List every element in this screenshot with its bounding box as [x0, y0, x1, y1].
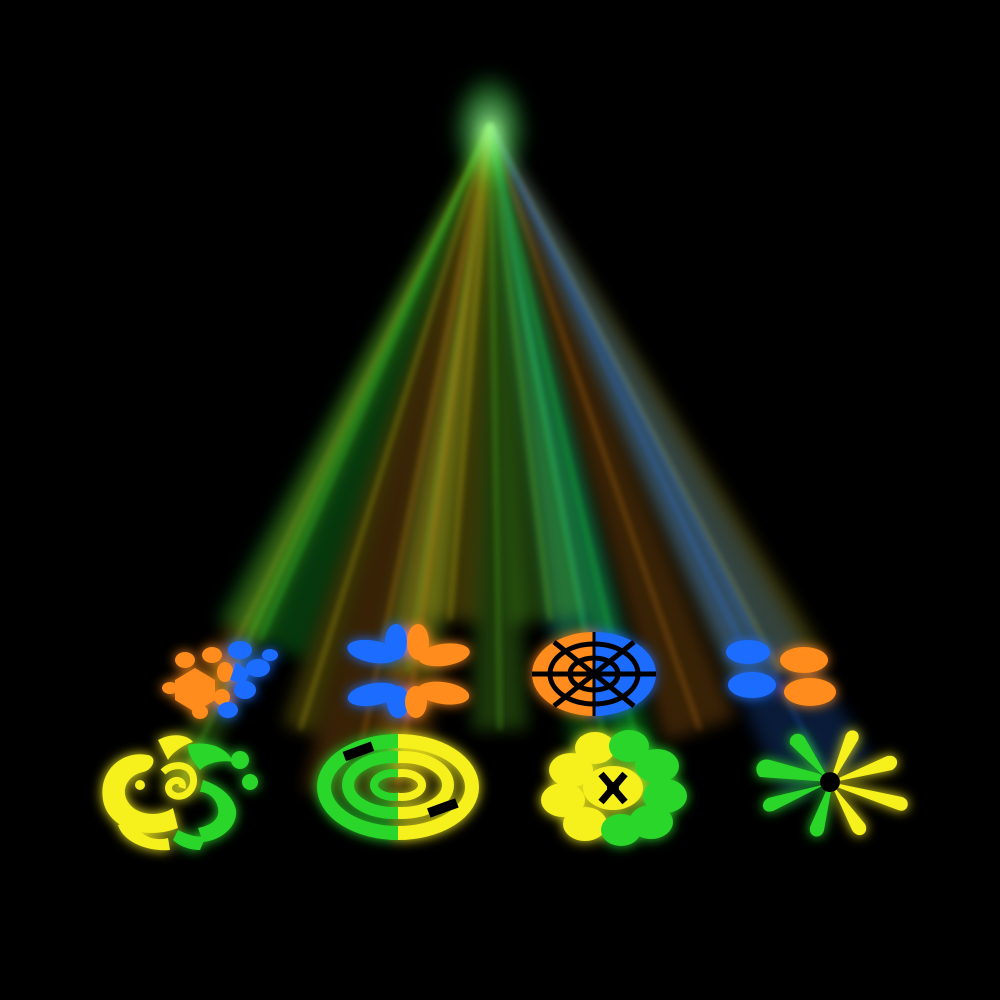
- light-beam-core: [258, 124, 492, 641]
- light-beam-core: [488, 124, 742, 641]
- light-beam: [303, 124, 492, 810]
- gobo-petal-flower: [347, 624, 470, 718]
- light-beam-core: [488, 124, 552, 621]
- light-beam: [488, 124, 588, 625]
- light-beam-core: [448, 124, 492, 621]
- light-beam-core: [298, 124, 492, 731]
- beam-source-glow: [450, 70, 530, 190]
- light-beam: [488, 124, 757, 648]
- gobo-scalloped-flower: [541, 730, 687, 846]
- gobo-four-ovals: [726, 640, 836, 706]
- light-beam: [488, 124, 668, 805]
- gobo-tribal-swirl: [102, 735, 258, 851]
- light-beam: [282, 124, 492, 736]
- light-beam: [488, 124, 736, 743]
- gobo-turtle-shell: [162, 641, 278, 719]
- light-beams: [161, 124, 873, 810]
- light-beam: [488, 124, 873, 805]
- light-beam: [216, 124, 492, 660]
- gobo-spiral-rings: [317, 734, 479, 840]
- light-beam-core: [488, 124, 502, 731]
- light-beam-core: [488, 124, 702, 731]
- gobo-segmented-disc: [532, 632, 656, 716]
- gobo-star-splat: [756, 730, 908, 837]
